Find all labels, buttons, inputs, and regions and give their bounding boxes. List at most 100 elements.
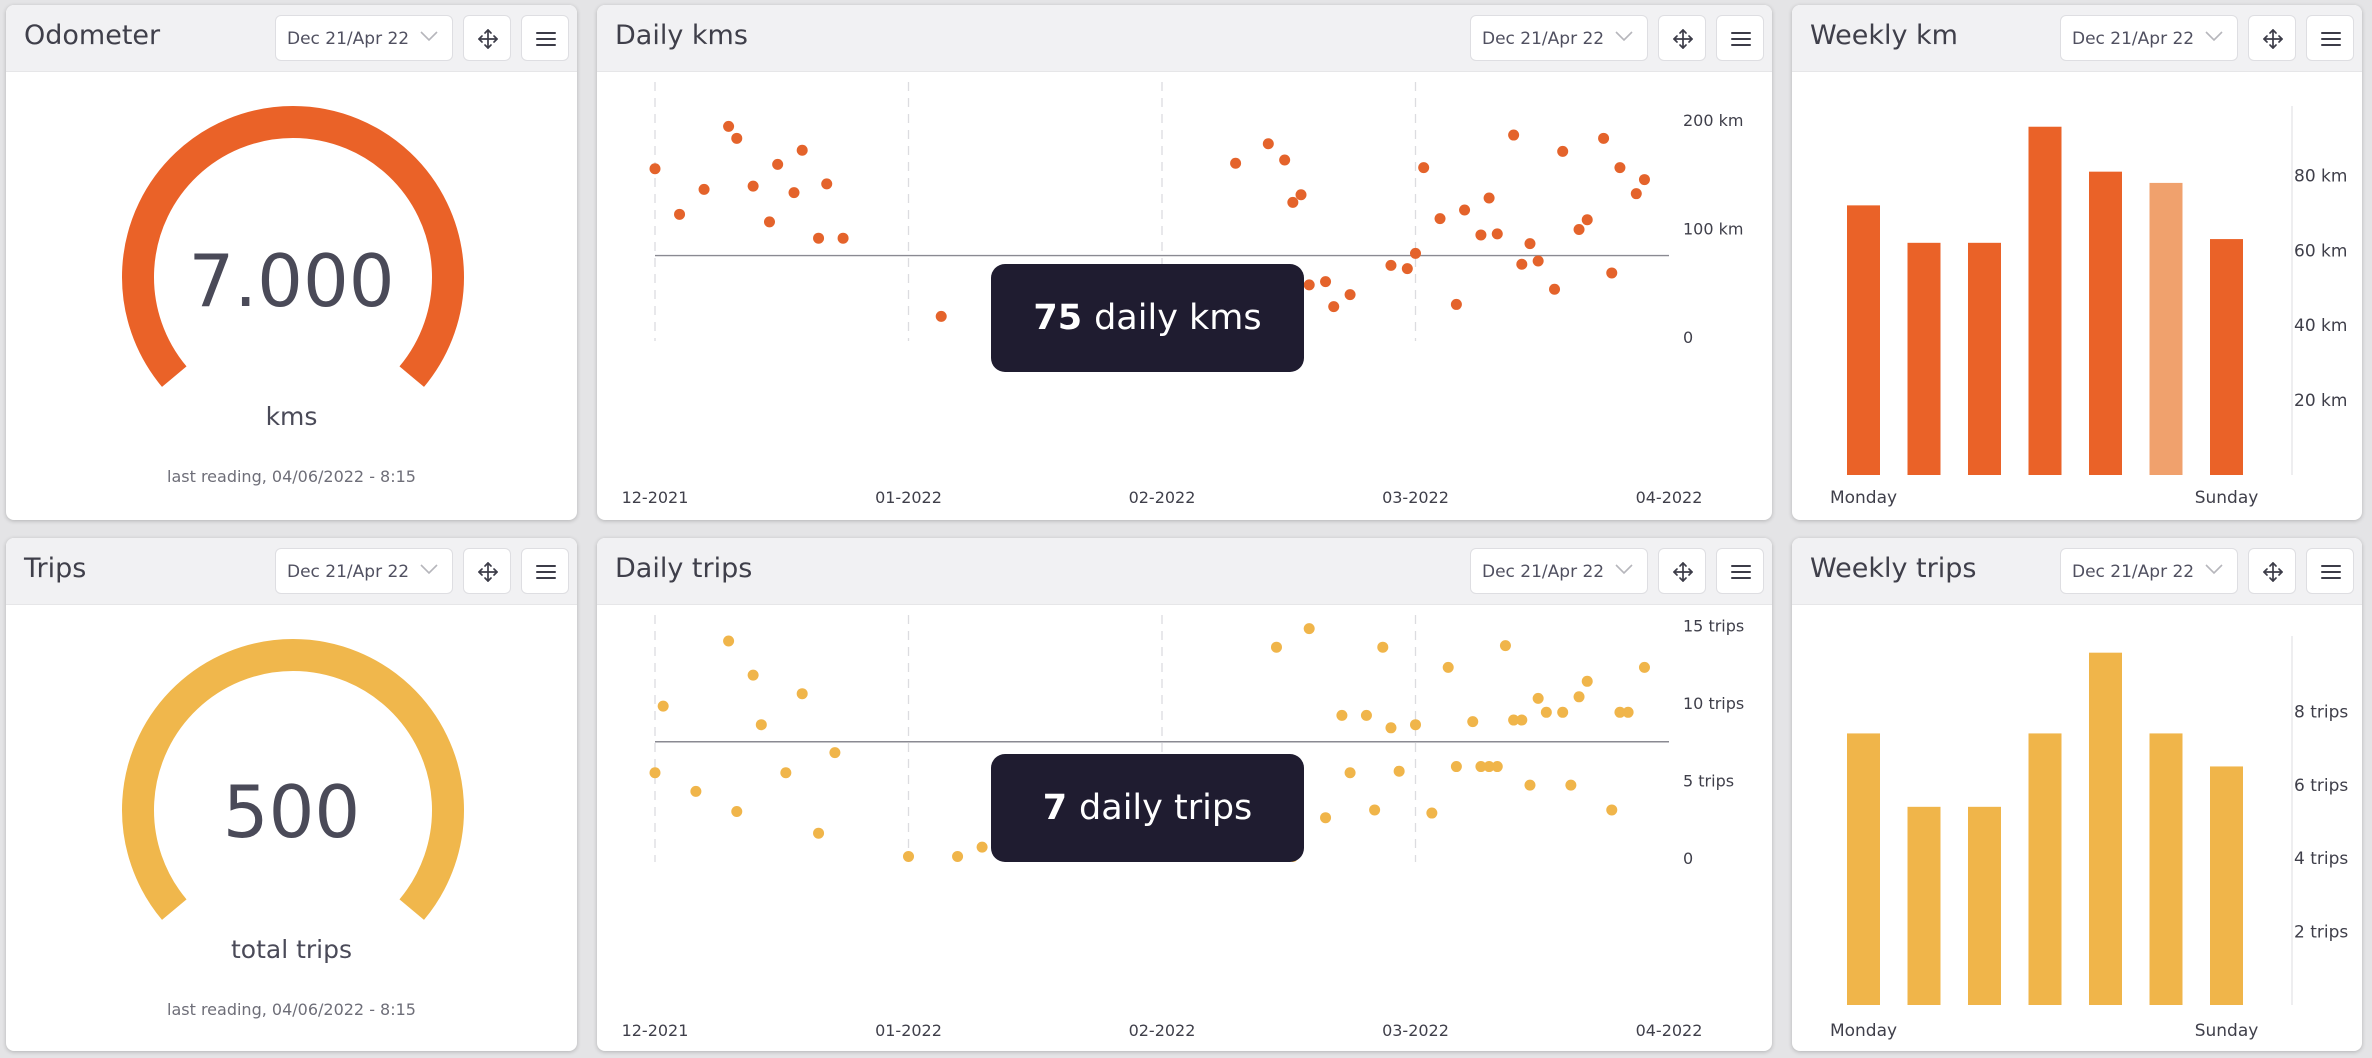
data-point (1606, 804, 1618, 816)
date-range-select[interactable]: Dec 21/Apr 22 (2060, 548, 2238, 594)
hamburger-menu-icon (536, 32, 556, 46)
panel-title: Trips (24, 553, 87, 584)
data-point (1344, 767, 1356, 779)
move-button[interactable] (2248, 548, 2296, 594)
weekly-trips-body: 8 trips 6 trips 4 trips 2 trips Monday Sunday (1792, 605, 2362, 1051)
menu-button[interactable] (2306, 548, 2354, 594)
daily-kms-scatter: 12-2021 01-2022 02-2022 03-2022 04-2022 200 k… (622, 82, 1743, 507)
date-range-select[interactable]: Dec 21/Apr 22 (1470, 15, 1648, 61)
move-button[interactable] (1658, 15, 1706, 61)
data-point (763, 216, 775, 228)
move-button[interactable] (463, 548, 511, 594)
data-point (1557, 145, 1569, 157)
move-button[interactable] (2248, 15, 2296, 61)
date-range-select[interactable]: Dec 21/Apr 22 (275, 548, 453, 594)
menu-button[interactable] (521, 15, 569, 61)
panel-title: Weekly trips (1810, 553, 1977, 584)
menu-button[interactable] (521, 548, 569, 594)
odometer-panel: Odometer Dec 21/Apr 22 7.000 kms last re… (6, 5, 577, 520)
odometer-gauge (122, 106, 464, 387)
data-point (1581, 214, 1593, 226)
gauge-value: 500 (222, 770, 361, 854)
hamburger-menu-icon (1731, 32, 1751, 46)
y-tick-label: 10 trips (1683, 694, 1744, 713)
daily-kms-body: 12-2021 01-2022 02-2022 03-2022 04-2022 200 k… (597, 72, 1772, 520)
bar-thursday (2028, 733, 2062, 1005)
chevron-down-icon (420, 564, 438, 575)
bar-monday (1847, 205, 1880, 475)
bar-sunday (2210, 766, 2243, 1005)
menu-button[interactable] (2306, 15, 2354, 61)
trips-header: Trips Dec 21/Apr 22 (6, 538, 577, 605)
data-point (1475, 229, 1487, 241)
date-range-value: Dec 21/Apr 22 (1482, 29, 1605, 49)
data-point (1377, 641, 1389, 653)
panel-title: Daily trips (615, 553, 753, 584)
y-tick-label: 40 km (2294, 316, 2347, 336)
data-point (1540, 706, 1552, 718)
x-tick-label: 02-2022 (1129, 1021, 1196, 1040)
hamburger-menu-icon (1731, 565, 1751, 579)
trips-panel: Trips Dec 21/Apr 22 500 total trips last… (6, 538, 577, 1051)
data-point (1230, 157, 1242, 169)
weekly-km-panel: Weekly km Dec 21/Apr 22 80 km 60 km 40 km 2… (1792, 5, 2362, 520)
date-range-select[interactable]: Dec 21/Apr 22 (2060, 15, 2238, 61)
data-point (1516, 258, 1528, 270)
data-point (1320, 812, 1332, 824)
weekly-trips-panel: Weekly trips Dec 21/Apr 22 8 trips 6 trip… (1792, 538, 2362, 1051)
y-tick-label: 6 trips (2294, 776, 2348, 796)
y-tick-label: 5 trips (1683, 772, 1734, 791)
x-tick-label: 12-2021 (622, 488, 689, 507)
data-point (976, 841, 988, 853)
data-point (1410, 247, 1421, 259)
data-point (829, 747, 841, 759)
weekly-km-bars: 80 km 60 km 40 km 20 km Monday Sunday (1830, 106, 2347, 508)
data-point (1524, 779, 1536, 791)
move-button[interactable] (463, 15, 511, 61)
daily-kms-panel: Daily kms Dec 21/Apr 22 12-2021 01-2022 02… (597, 5, 1772, 520)
data-point (1360, 709, 1372, 721)
average-value: 75 (1033, 298, 1083, 338)
bar-sunday (2210, 239, 2243, 475)
data-point (1336, 709, 1348, 721)
data-point (649, 163, 661, 175)
menu-button[interactable] (1716, 15, 1764, 61)
trips-body: 500 total trips last reading, 04/06/2022… (6, 605, 577, 1051)
panel-title: Odometer (24, 20, 161, 51)
data-point (1630, 188, 1642, 200)
data-point (690, 785, 702, 797)
average-unit: daily kms (1094, 298, 1262, 338)
data-point (772, 158, 784, 170)
data-point (1638, 174, 1650, 186)
data-point (731, 132, 743, 144)
y-tick-label: 60 km (2294, 241, 2347, 261)
data-point (1483, 761, 1495, 773)
x-tick-label: 04-2022 (1636, 488, 1703, 507)
chevron-down-icon (420, 31, 438, 42)
data-point (1467, 716, 1479, 728)
gauge-unit: kms (265, 402, 318, 431)
trips-gauge (122, 639, 464, 920)
last-reading: last reading, 04/06/2022 - 8:15 (167, 1000, 416, 1019)
date-range-value: Dec 21/Apr 22 (2072, 29, 2195, 49)
move-button[interactable] (1658, 548, 1706, 594)
date-range-value: Dec 21/Apr 22 (2072, 562, 2195, 582)
data-point (1418, 162, 1430, 174)
date-range-select[interactable]: Dec 21/Apr 22 (1470, 548, 1648, 594)
x-tick-label: 03-2022 (1382, 488, 1449, 507)
menu-button[interactable] (1716, 548, 1764, 594)
data-point (1410, 719, 1421, 731)
data-point (1295, 189, 1307, 201)
data-point (1573, 224, 1585, 236)
data-point (1499, 640, 1511, 652)
data-point (1262, 138, 1274, 150)
date-range-select[interactable]: Dec 21/Apr 22 (275, 15, 453, 61)
data-point (935, 310, 947, 322)
y-tick-label: 0 (1683, 328, 1693, 347)
date-range-value: Dec 21/Apr 22 (287, 29, 410, 49)
bar-saturday (2149, 733, 2183, 1005)
data-point (1508, 129, 1520, 141)
gauge-value: 7.000 (188, 239, 395, 323)
y-tick-label: 100 km (1683, 219, 1743, 238)
move-icon (1673, 562, 1693, 582)
